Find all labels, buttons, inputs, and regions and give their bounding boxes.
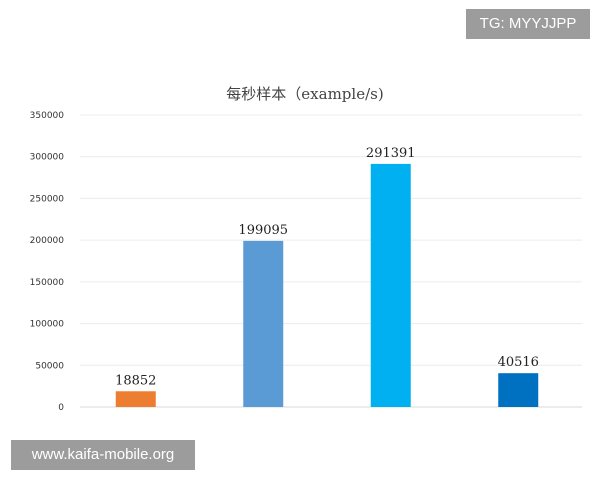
bar [498, 373, 539, 407]
y-tick-label: 350000 [30, 111, 65, 121]
bar [115, 391, 156, 407]
bar-value-label: 18852 [115, 373, 156, 388]
y-tick-label: 0 [58, 403, 64, 413]
y-tick-label: 250000 [30, 194, 65, 204]
y-tick-label: 200000 [30, 236, 65, 246]
watermark-tg: TG: MYYJJPP [466, 9, 590, 39]
y-tick-label: 150000 [30, 278, 65, 288]
bar [243, 240, 284, 407]
bar-value-label: 291391 [366, 146, 416, 161]
chart-title: 每秒样本（example/s) [226, 85, 383, 103]
y-axis-tick-labels: 0 50000 100000 150000 200000 250000 300000 3500… [30, 111, 65, 413]
bar [370, 163, 411, 407]
bar-value-label: 199095 [238, 223, 288, 238]
gridlines [80, 114, 582, 408]
bar-value-label: 40516 [498, 355, 539, 370]
y-tick-label: 100000 [30, 320, 65, 330]
bars [115, 163, 539, 407]
y-tick-label: 50000 [35, 361, 64, 371]
y-tick-label: 300000 [30, 153, 65, 163]
data-labels: 18852 199095 291391 40516 [115, 146, 539, 388]
watermark-site: www.kaifa-mobile.org [11, 440, 195, 470]
